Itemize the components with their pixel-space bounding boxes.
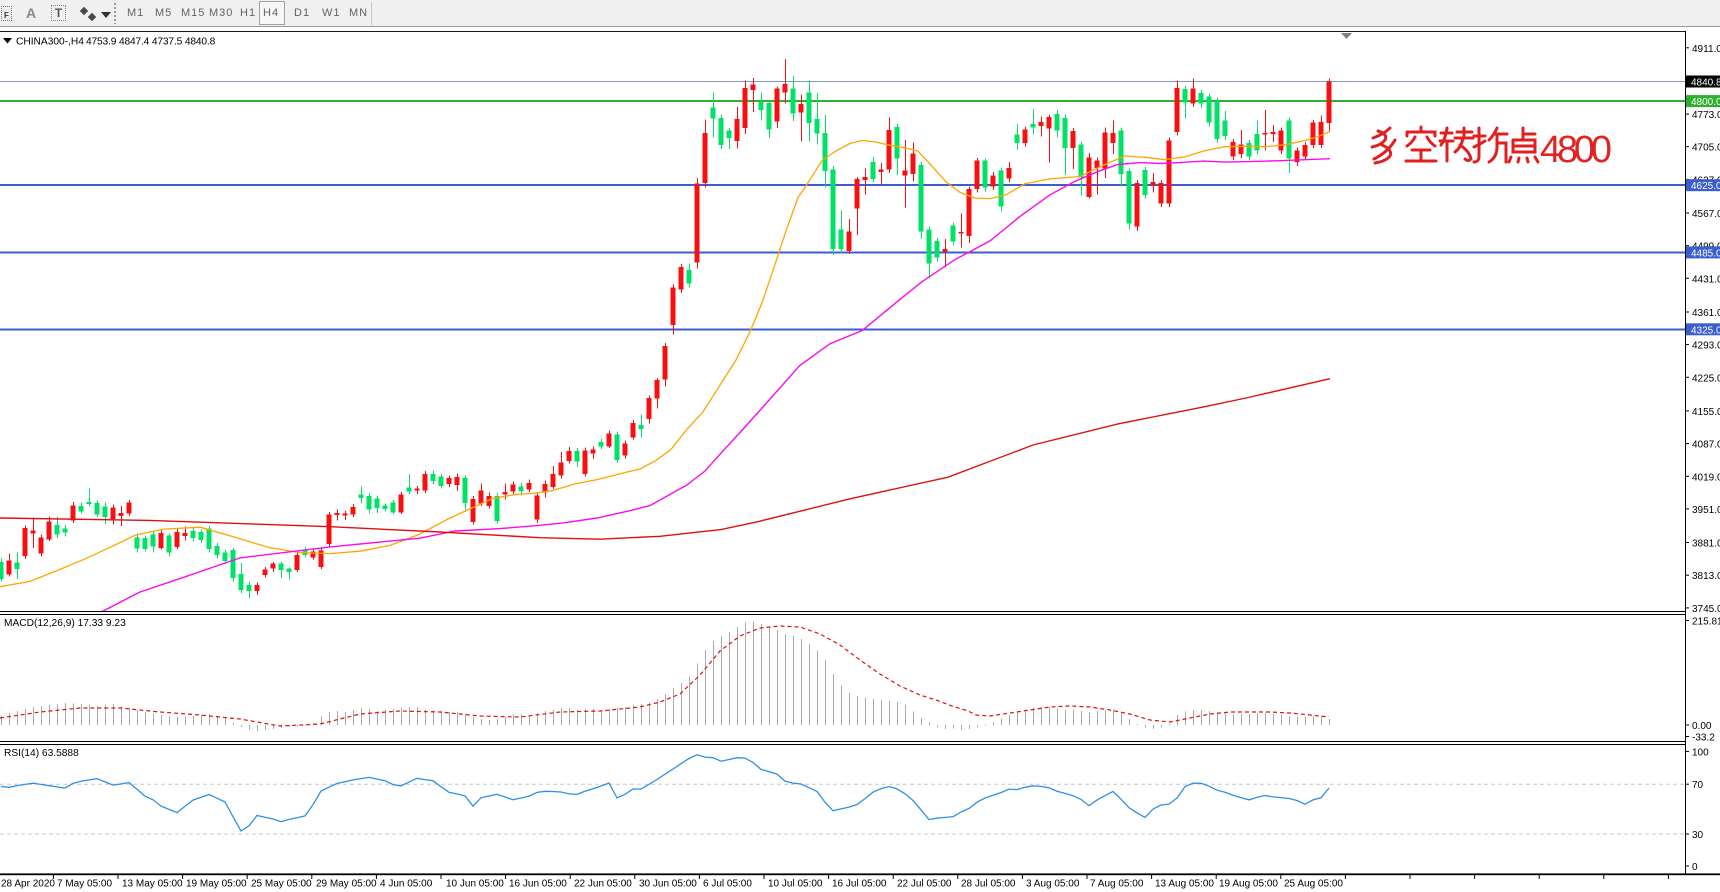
svg-text:4567.0: 4567.0 [1692,209,1720,220]
svg-text:4800.0: 4800.0 [1691,97,1720,108]
svg-text:0: 0 [1692,862,1698,873]
svg-text:4325.0: 4325.0 [1691,325,1720,336]
svg-text:13 Aug 05:00: 13 Aug 05:00 [1155,879,1214,890]
svg-text:22 Jun 05:00: 22 Jun 05:00 [574,879,632,890]
svg-text:215.81: 215.81 [1692,617,1720,628]
svg-text:4625.0: 4625.0 [1691,181,1720,192]
svg-text:22 Jul 05:00: 22 Jul 05:00 [897,879,952,890]
svg-text:4361.0: 4361.0 [1692,308,1720,319]
svg-text:0.00: 0.00 [1692,721,1712,732]
svg-text:4431.0: 4431.0 [1692,274,1720,285]
svg-text:28 Apr 2020: 28 Apr 2020 [1,879,55,890]
svg-text:70: 70 [1692,780,1704,791]
svg-text:29 May 05:00: 29 May 05:00 [316,879,377,890]
svg-text:4485.0: 4485.0 [1691,248,1720,259]
svg-text:-33.2: -33.2 [1692,733,1715,744]
svg-text:4293.0: 4293.0 [1692,341,1720,352]
svg-text:7 Aug 05:00: 7 Aug 05:00 [1090,879,1144,890]
svg-text:4087.0: 4087.0 [1692,440,1720,451]
svg-text:4155.0: 4155.0 [1692,407,1720,418]
svg-text:3881.0: 3881.0 [1692,539,1720,550]
svg-text:16 Jul 05:00: 16 Jul 05:00 [832,879,887,890]
svg-text:4 Jun 05:00: 4 Jun 05:00 [380,879,433,890]
svg-text:13 May 05:00: 13 May 05:00 [122,879,183,890]
svg-text:16 Jun 05:00: 16 Jun 05:00 [509,879,567,890]
svg-text:10 Jul 05:00: 10 Jul 05:00 [768,879,823,890]
svg-text:4019.0: 4019.0 [1692,472,1720,483]
svg-text:19 May 05:00: 19 May 05:00 [186,879,247,890]
svg-text:4911.0: 4911.0 [1692,44,1720,55]
svg-text:3 Aug 05:00: 3 Aug 05:00 [1026,879,1080,890]
svg-text:4225.0: 4225.0 [1692,373,1720,384]
svg-text:25 May 05:00: 25 May 05:00 [251,879,312,890]
svg-text:CHINA300-,H4: CHINA300-,H4 [16,37,84,48]
svg-text:4773.0: 4773.0 [1692,110,1720,121]
svg-text:4705.0: 4705.0 [1692,143,1720,154]
svg-text:3951.0: 3951.0 [1692,505,1720,516]
svg-text:7 May 05:00: 7 May 05:00 [57,879,112,890]
svg-text:RSI(14) 63.5888: RSI(14) 63.5888 [4,748,79,759]
svg-text:6 Jul 05:00: 6 Jul 05:00 [703,879,752,890]
svg-text:4800: 4800 [1540,129,1612,171]
svg-text:30 Jun 05:00: 30 Jun 05:00 [639,879,697,890]
svg-text:25 Aug 05:00: 25 Aug 05:00 [1284,879,1343,890]
svg-text:30: 30 [1692,830,1704,841]
svg-text:4753.9 4847.4 4737.5 4840.8: 4753.9 4847.4 4737.5 4840.8 [86,37,216,48]
svg-text:3745.0: 3745.0 [1692,604,1720,615]
svg-text:3813.0: 3813.0 [1692,571,1720,582]
svg-text:MACD(12,26,9) 17.33 9.23: MACD(12,26,9) 17.33 9.23 [4,618,126,629]
svg-text:10 Jun 05:00: 10 Jun 05:00 [446,879,504,890]
svg-text:19 Aug 05:00: 19 Aug 05:00 [1219,879,1278,890]
svg-text:4840.8: 4840.8 [1691,78,1720,89]
svg-text:100: 100 [1692,747,1709,758]
svg-text:28 Jul 05:00: 28 Jul 05:00 [961,879,1016,890]
